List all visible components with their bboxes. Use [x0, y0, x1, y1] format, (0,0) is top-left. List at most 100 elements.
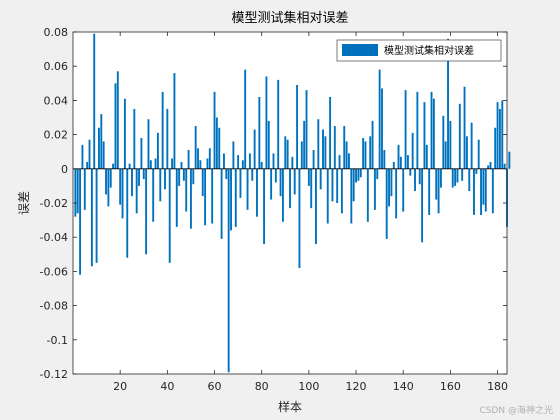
bar	[355, 168, 357, 183]
bar	[116, 71, 119, 169]
bar	[421, 168, 424, 243]
bar	[192, 168, 195, 185]
bar	[487, 165, 490, 169]
bar	[185, 168, 188, 212]
bar	[197, 148, 199, 169]
bar	[404, 90, 407, 169]
bar	[164, 168, 166, 190]
bar	[284, 136, 287, 169]
bar	[109, 168, 112, 188]
y-tick-label: 0.02	[44, 129, 69, 142]
bar	[244, 69, 247, 169]
bar	[95, 168, 98, 263]
bar	[324, 136, 327, 169]
x-tick-label: 100	[298, 380, 319, 393]
bar	[234, 168, 237, 227]
bar	[289, 168, 291, 209]
bar	[90, 168, 93, 267]
bar	[76, 168, 79, 214]
bar	[329, 96, 332, 169]
bar	[425, 144, 428, 169]
bar	[416, 91, 419, 169]
bar	[281, 168, 284, 222]
bar	[206, 158, 209, 169]
bar	[107, 168, 110, 207]
bar	[121, 168, 124, 219]
bar	[145, 168, 148, 255]
bar	[411, 132, 414, 169]
bar	[454, 168, 457, 186]
legend-label: 模型测试集相对误差	[384, 44, 474, 57]
bar	[496, 102, 499, 169]
bar	[503, 163, 506, 169]
bar	[475, 168, 478, 174]
bar	[291, 156, 294, 169]
bar	[336, 168, 339, 203]
y-tick-label: -0.08	[40, 300, 68, 313]
bar	[343, 126, 346, 169]
bar	[267, 120, 270, 169]
bar	[258, 96, 261, 169]
bar	[100, 114, 103, 169]
bar	[378, 69, 381, 169]
y-tick-label: 0.04	[44, 94, 69, 107]
bar	[105, 168, 107, 195]
bar	[371, 120, 374, 169]
bar	[315, 168, 317, 245]
x-tick-label: 120	[346, 380, 367, 393]
bar	[74, 168, 77, 217]
bar	[402, 168, 405, 212]
bar	[293, 168, 296, 195]
bar	[447, 38, 449, 169]
bar	[366, 168, 369, 222]
bar	[463, 86, 466, 169]
bar	[406, 155, 409, 169]
bar	[326, 168, 329, 224]
bar	[156, 132, 159, 169]
x-tick-label: 160	[440, 380, 461, 393]
bar	[303, 120, 306, 169]
bar	[333, 126, 336, 169]
bar	[331, 168, 334, 202]
bar	[138, 168, 140, 186]
bar	[491, 168, 494, 214]
bar	[423, 102, 426, 169]
bar	[237, 155, 240, 169]
bar	[465, 136, 468, 169]
bar	[298, 168, 301, 268]
bar	[159, 168, 162, 202]
bar	[220, 168, 223, 239]
bar	[246, 168, 249, 210]
bar	[204, 168, 207, 226]
bar	[223, 153, 225, 169]
bar	[178, 168, 181, 186]
bar	[409, 168, 412, 176]
bar	[140, 138, 143, 169]
bar	[189, 168, 192, 229]
bar	[175, 168, 178, 227]
bar	[392, 161, 395, 169]
bar	[147, 119, 150, 169]
bar	[477, 139, 480, 169]
y-tick-label: -0.1	[47, 334, 68, 347]
axes: 20 40 60 80 100 120 140 160 180 -0.12 -0.1 -0.08 -0.…	[40, 26, 509, 393]
bar	[435, 168, 438, 200]
bar	[390, 168, 393, 197]
bar	[456, 168, 459, 183]
bar	[213, 91, 216, 169]
bar	[300, 141, 303, 169]
bar	[218, 127, 221, 169]
bar	[225, 168, 228, 180]
bar	[187, 149, 190, 169]
x-tick-label: 40	[160, 380, 174, 393]
bar	[357, 168, 360, 181]
bar	[149, 160, 152, 169]
y-tick-label: 0.08	[44, 26, 69, 39]
y-tick-label: -0.12	[40, 368, 68, 381]
y-axis-label: 误差	[17, 191, 31, 215]
bar	[152, 168, 155, 222]
bar	[484, 168, 487, 212]
bar	[230, 168, 232, 231]
bar	[458, 103, 461, 169]
